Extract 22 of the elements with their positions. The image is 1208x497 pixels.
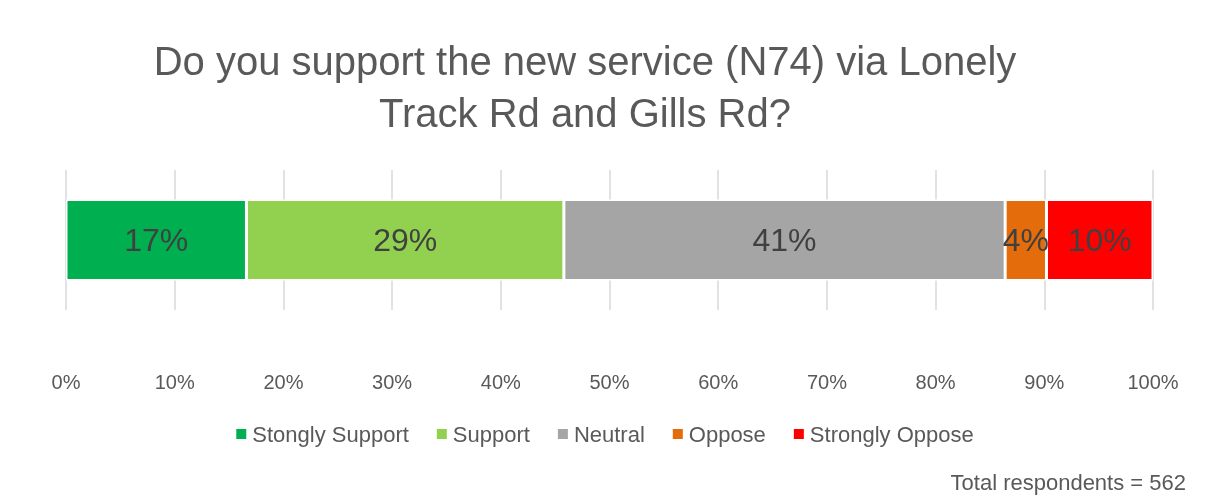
x-tick-label: 60% xyxy=(698,371,739,393)
data-label: 29% xyxy=(373,222,438,258)
x-tick-label: 30% xyxy=(372,371,413,393)
x-tick-label: 20% xyxy=(263,371,304,393)
data-label: 10% xyxy=(1067,222,1132,258)
x-tick-label: 50% xyxy=(589,371,630,393)
legend-label: Support xyxy=(452,421,530,447)
x-tick-label: 40% xyxy=(480,371,522,393)
x-tick-label: 10% xyxy=(154,371,195,393)
legend-label: Strongly Oppose xyxy=(809,421,974,447)
legend-label: Oppose xyxy=(688,421,766,447)
chart-title: Do you support the new service (N74) via Lonely Track Rd and Gills Rd? xyxy=(153,39,1017,135)
data-label: 41% xyxy=(752,222,817,258)
x-tick-label: 70% xyxy=(806,371,848,393)
legend-label: Neutral xyxy=(573,421,645,447)
data-label: 17% xyxy=(124,222,189,258)
x-tick-label: 100% xyxy=(1127,371,1179,393)
text: Total respondents = 562 xyxy=(950,469,1187,495)
x-tick-label: 90% xyxy=(1024,371,1065,393)
x-tick-label: 80% xyxy=(915,371,956,393)
x-tick-label: 0% xyxy=(51,371,81,393)
legend-label: Stongly Support xyxy=(252,421,409,447)
